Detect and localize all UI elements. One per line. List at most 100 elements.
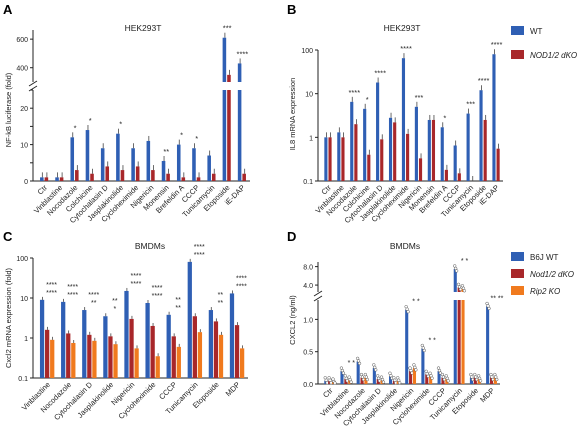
panel-b-bar <box>350 101 354 181</box>
panel-a-bar <box>237 90 242 181</box>
panel-a-ytick-label: 600 <box>16 37 28 44</box>
panel-c-bar <box>108 336 113 378</box>
panel-c-bar <box>124 290 129 378</box>
legend-swatch <box>511 269 524 278</box>
panel-a-bar <box>116 133 120 181</box>
panel-a-significance: *** <box>223 24 232 33</box>
panel-b-bar <box>492 54 496 182</box>
panel-c-ytick-label: 100 <box>16 256 28 263</box>
panel-c-significance: **** <box>194 252 205 259</box>
panel-b-significance: **** <box>400 44 412 53</box>
panel-a-bar <box>207 155 211 181</box>
panel-d-bar <box>340 371 344 384</box>
panel-b-bar <box>466 113 470 181</box>
panel-c-bar <box>208 310 214 378</box>
panel-d-replicate-point <box>374 368 378 372</box>
panel-a-bar <box>75 170 79 181</box>
panel-c-bar <box>187 261 192 378</box>
panel-c-significance: * <box>113 306 116 313</box>
panel-b-ytick-label: 1 <box>309 135 313 142</box>
panel-d-replicate-point <box>487 306 491 311</box>
panel-d-bar <box>372 367 376 384</box>
panel-c-ytick-label: 0.1 <box>18 376 28 383</box>
panel-a-bar <box>227 74 231 82</box>
panel-b-title: HEK293T <box>384 23 421 33</box>
legend-top: WT NOD1/2 dKO <box>511 26 577 60</box>
panel-letter-c: C <box>3 229 13 244</box>
panel-d-significance: ** ** <box>490 295 503 302</box>
panel-d-ytick-label: 0.0 <box>303 382 313 389</box>
panel-c-significance: ** <box>218 300 224 307</box>
panel-c-significance: ** <box>175 297 181 304</box>
panel-d-bar <box>469 377 473 384</box>
panel-d-bar <box>388 376 393 384</box>
panel-c-ytick-label: 1 <box>24 336 28 343</box>
panel-a-ytick-label: 10 <box>20 143 28 150</box>
panel-c-significance: **** <box>67 292 78 299</box>
panel-d-bar <box>364 377 368 384</box>
panel-c-bar <box>82 310 87 378</box>
panel-c-significance: ** <box>218 292 224 299</box>
panel-b-ytick-label: 10 <box>305 92 313 99</box>
panel-b-bar <box>380 139 384 181</box>
panel-b-bar <box>427 119 431 181</box>
panel-a-bar <box>151 170 155 181</box>
panel-a-ytick-label: 400 <box>16 66 28 73</box>
panel-b-significance: **** <box>491 40 503 49</box>
legend-label: B6J WT <box>530 253 559 262</box>
panel-d-bar <box>486 306 490 384</box>
panel-c-category-label: MDP <box>224 380 242 398</box>
panel-d-bar <box>360 377 364 384</box>
panel-d-bar <box>437 371 441 384</box>
panel-b-bar <box>406 133 410 181</box>
panel-c-bar <box>239 348 245 378</box>
panel-d-bar <box>493 377 497 384</box>
panel-c-significance: **** <box>236 283 247 290</box>
panel-b-bar <box>341 137 345 181</box>
panel-b-significance: **** <box>374 69 386 78</box>
panel-c-significance: **** <box>130 273 141 280</box>
legend-bottom: B6J WT Nod1/2 dKO Rip2 KO <box>511 252 574 296</box>
panel-b-bar <box>457 173 461 181</box>
panel-a-bar <box>70 137 75 181</box>
panel-b-significance: * <box>366 95 369 104</box>
panel-c-bar <box>192 316 197 378</box>
panel-a-bar <box>55 177 59 181</box>
panel-a-bar <box>227 90 231 181</box>
panel-b-ytick-label: 0.1 <box>303 179 313 186</box>
panel-c-bar <box>39 299 45 378</box>
panel-c-significance: **** <box>152 285 163 292</box>
panel-b-significance: *** <box>466 100 475 109</box>
panel-d-replicate-point <box>333 381 337 385</box>
panel-letter-d: D <box>287 229 296 244</box>
panel-d-ytick-label: 1.0 <box>303 317 313 324</box>
panel-b-ylabel: IL8 mRNA expression <box>288 78 297 151</box>
panel-c-significance: **** <box>88 292 99 299</box>
panel-a-significance: **** <box>237 49 249 58</box>
panel-b-bar <box>328 137 332 181</box>
panel-d-bar <box>405 309 409 384</box>
panel-d-replicate-point <box>349 380 353 384</box>
panel-d-bar <box>453 300 457 384</box>
panel-c-significance: **** <box>46 282 57 289</box>
panel-d-category-label: MDP <box>478 386 496 404</box>
panel-b-bar <box>376 82 380 181</box>
panel-a-significance: ** <box>163 147 169 156</box>
panel-a-bar <box>131 148 135 181</box>
panel-b-bar <box>496 148 500 181</box>
panel-b-bar <box>393 122 397 181</box>
panel-d-replicate-point <box>365 377 369 382</box>
panel-d-replicate-point <box>462 289 467 293</box>
panel-d-bar <box>409 371 413 384</box>
panel-a-title: HEK293T <box>125 23 162 33</box>
panel-c-bar <box>197 332 203 378</box>
panel-a-bar <box>40 177 44 181</box>
panel-a-bar <box>135 166 140 181</box>
panel-b-bar <box>354 124 358 181</box>
panel-c-bar <box>134 348 139 378</box>
panel-d-replicate-point <box>398 381 402 385</box>
panel-a-ytick-label: 0 <box>24 179 28 186</box>
panel-c-bar <box>218 334 224 378</box>
